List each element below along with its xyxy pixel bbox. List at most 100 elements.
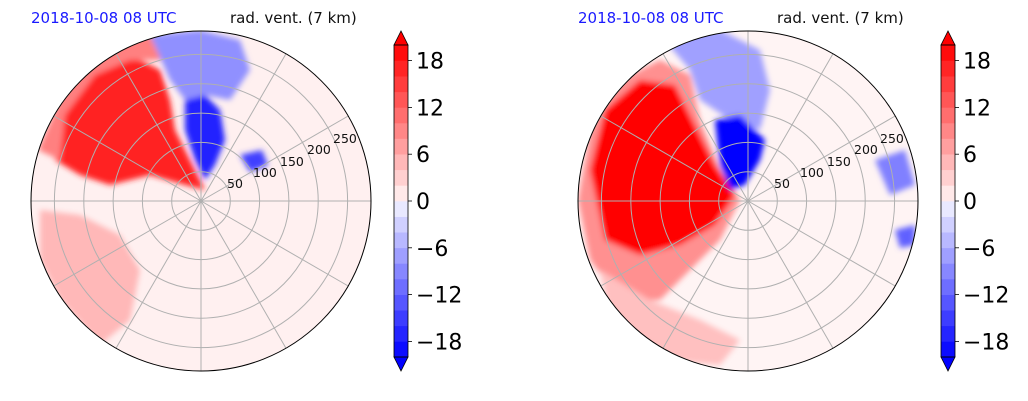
colorbar-tick-label--12-left: −12 (416, 284, 462, 309)
title-date-left: 2018-10-08 08 UTC (31, 9, 177, 27)
azimuth-spoke-60-left (200, 53, 287, 202)
colorbar-block-2-right (941, 169, 955, 186)
colorbar-tick-label-18-right: 18 (963, 50, 991, 75)
colorbar-block--20-left (394, 341, 408, 358)
colorbar-block--4-left (394, 216, 408, 233)
colorbar-block-4-left (394, 154, 408, 171)
colorbar-block--8-right (941, 247, 955, 264)
azimuth-spoke-210-right (600, 200, 749, 287)
colorbar-block--18-right (941, 325, 955, 342)
colorbar-block--10-left (394, 263, 408, 280)
negative-region-left-light (150, 31, 250, 100)
colorbar-block-18-right (941, 45, 955, 61)
colorbar-block--16-left (394, 310, 408, 327)
radial-tick-50-left: 50 (227, 176, 243, 191)
colorbar-block-14-left (394, 76, 408, 93)
colorbar-tick-label-6-right: 6 (963, 143, 977, 168)
azimuth-spoke-30-right (747, 115, 896, 202)
azimuth-spoke-330-right (747, 200, 896, 287)
colorbar-block--16-right (941, 310, 955, 327)
radial-tick-50-right: 50 (774, 176, 790, 191)
azimuth-spoke-300-right (747, 200, 834, 349)
azimuth-spoke-120-right (662, 53, 749, 202)
colorbar-block--2-left (394, 201, 408, 217)
colorbar-tick-label-12-right: 12 (963, 96, 991, 121)
colorbar-block-12-left (394, 91, 408, 108)
azimuth-spoke-240-right (662, 200, 749, 349)
colorbar-block--18-left (394, 325, 408, 342)
colorbar-extend-min-left (393, 356, 409, 372)
colorbar-block--12-right (941, 279, 955, 295)
colorbar-block-8-right (941, 123, 955, 139)
title-date-right: 2018-10-08 08 UTC (578, 9, 724, 27)
colorbar-block-6-right (941, 138, 955, 155)
polar-grid-right (578, 31, 918, 371)
radial-tick-250-left: 250 (333, 131, 357, 146)
azimuth-spoke-330-left (200, 200, 349, 287)
negative-spot-right-east (875, 150, 915, 195)
azimuth-spoke-150-right (600, 115, 749, 202)
colorbar-block--6-right (941, 232, 955, 249)
colorbar-block--6-left (394, 232, 408, 249)
radial-tick-labels-right: 50 100 150 200 250 (774, 131, 904, 191)
polar-frame-left (30, 30, 372, 372)
colorbar-block-18-left (394, 45, 408, 61)
colorbar-block-16-left (394, 60, 408, 77)
colorbar-tick-label-18-left: 18 (416, 50, 444, 75)
polar-grid-left (31, 31, 371, 371)
colorbar-extend-max-left (393, 30, 409, 46)
radial-tick-150-right: 150 (827, 154, 851, 169)
azimuth-spoke-240-left (115, 200, 202, 349)
colorbar-tick-label--18-right: −18 (963, 330, 1009, 355)
positive-region-left-south (40, 210, 140, 345)
title-field-left: rad. vent. (7 km) (230, 9, 357, 27)
radial-tick-labels-left: 50 100 150 200 250 (227, 131, 357, 191)
colorbar-tick-label--12-right: −12 (963, 284, 1009, 309)
negative-region-right-main (715, 115, 765, 190)
colorbar-block-0-right (941, 185, 955, 202)
radial-tick-100-left: 100 (253, 165, 277, 180)
colorbar-tick-label-0-right: 0 (963, 190, 977, 215)
colorbar-block--20-right (941, 341, 955, 358)
colorbar-tick-label-6-left: 6 (416, 143, 430, 168)
radial-tick-200-left: 200 (307, 142, 331, 157)
colorbar-block-10-left (394, 107, 408, 124)
colorbar-extend-min-right (940, 356, 956, 372)
colorbar-block-12-right (941, 91, 955, 108)
polar-panel-right: 2018-10-08 08 UTC rad. vent. (7 km) (577, 9, 919, 372)
colorbar-block--14-right (941, 294, 955, 311)
polar-frame-right (577, 30, 919, 372)
colorbar-right: −18 −12 −6 0 6 12 18 (940, 30, 1009, 372)
colorbar-block--12-left (394, 279, 408, 295)
colorbar-block--4-right (941, 216, 955, 233)
radial-tick-250-right: 250 (880, 131, 904, 146)
azimuth-spoke-300-left (200, 200, 287, 349)
colorbar-tick-label--6-left: −6 (416, 237, 448, 262)
colorbar-block--8-left (394, 247, 408, 264)
azimuth-spoke-60-right (747, 53, 834, 202)
colorbar-block-10-right (941, 107, 955, 124)
colorbar-tick-label-12-left: 12 (416, 96, 444, 121)
negative-region-left-main (185, 95, 225, 180)
azimuth-spoke-120-left (115, 53, 202, 202)
azimuth-spoke-150-left (53, 115, 202, 202)
colorbar-block--14-left (394, 294, 408, 311)
colorbar-block--2-right (941, 201, 955, 217)
colorbar-block-0-left (394, 185, 408, 202)
colorbar-left: −18 −12 −6 0 6 12 18 (393, 30, 462, 372)
colorbar-tick-label--6-right: −6 (963, 237, 995, 262)
colorbar-block-6-left (394, 138, 408, 155)
negative-spot-right-ring (895, 225, 915, 248)
colorbar-extend-max-right (940, 30, 956, 46)
colorbar-block-8-left (394, 123, 408, 139)
positive-region-right-main (590, 80, 735, 255)
radial-tick-100-right: 100 (800, 165, 824, 180)
colorbar-block-16-right (941, 60, 955, 77)
azimuth-spoke-210-left (53, 200, 202, 287)
radial-tick-200-right: 200 (854, 142, 878, 157)
polar-panel-left: 2018-10-08 08 UTC rad. vent. (7 km) 50 (30, 9, 372, 372)
colorbar-tick-label-0-left: 0 (416, 190, 430, 215)
radial-tick-150-left: 150 (280, 154, 304, 169)
colorbar-block-14-right (941, 76, 955, 93)
